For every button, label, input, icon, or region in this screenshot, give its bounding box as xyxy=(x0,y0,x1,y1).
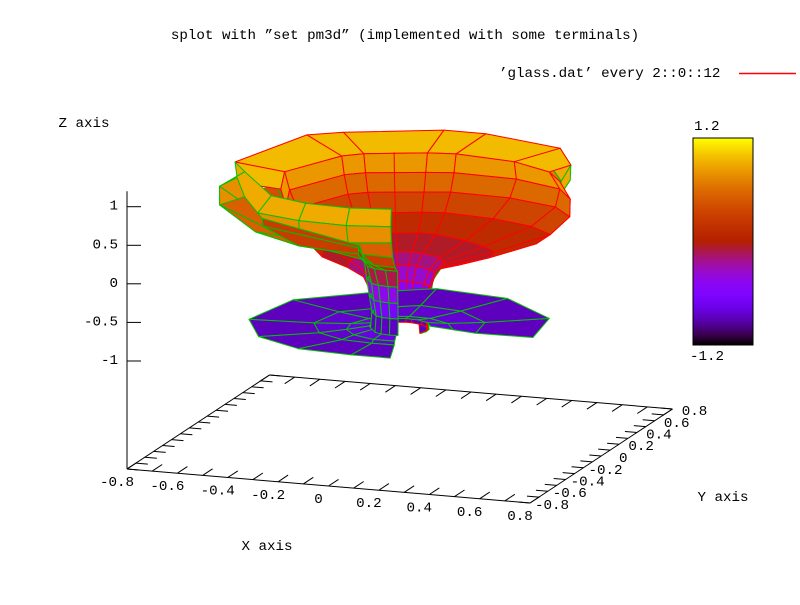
svg-text:0.5: 0.5 xyxy=(92,237,118,253)
svg-text:0.6: 0.6 xyxy=(664,416,690,432)
svg-text:0: 0 xyxy=(109,276,118,292)
svg-text:-0.5: -0.5 xyxy=(84,314,118,330)
svg-text:-0.2: -0.2 xyxy=(588,463,622,479)
svg-text:0.4: 0.4 xyxy=(407,501,433,517)
svg-text:0.2: 0.2 xyxy=(356,496,382,512)
svg-text:splot with ”set pm3d” (impleme: splot with ”set pm3d” (implemented with … xyxy=(171,28,639,44)
svg-text:1.2: 1.2 xyxy=(694,119,720,135)
svg-text:0: 0 xyxy=(619,451,628,467)
svg-text:-0.6: -0.6 xyxy=(150,479,184,495)
svg-text:-1.2: -1.2 xyxy=(690,349,724,365)
svg-text:-0.8: -0.8 xyxy=(100,475,134,491)
svg-text:0.8: 0.8 xyxy=(507,509,533,525)
svg-text:0.8: 0.8 xyxy=(682,404,708,420)
svg-text:0.2: 0.2 xyxy=(628,439,654,455)
svg-text:Y axis: Y axis xyxy=(697,490,748,506)
svg-text:0.4: 0.4 xyxy=(646,428,672,444)
svg-text:1: 1 xyxy=(109,199,118,215)
svg-text:-0.6: -0.6 xyxy=(553,486,587,502)
svg-text:0: 0 xyxy=(314,492,323,508)
svg-text:X axis: X axis xyxy=(241,539,292,555)
svg-text:-0.8: -0.8 xyxy=(535,498,569,514)
svg-text:’glass.dat’ every 2::0::12: ’glass.dat’ every 2::0::12 xyxy=(499,66,720,82)
svg-text:-0.4: -0.4 xyxy=(201,484,235,500)
svg-text:0.6: 0.6 xyxy=(457,505,483,521)
svg-text:-0.4: -0.4 xyxy=(571,475,605,491)
svg-text:-0.2: -0.2 xyxy=(251,488,285,504)
svg-text:-1: -1 xyxy=(101,353,118,369)
svg-text:Z axis: Z axis xyxy=(58,116,109,132)
